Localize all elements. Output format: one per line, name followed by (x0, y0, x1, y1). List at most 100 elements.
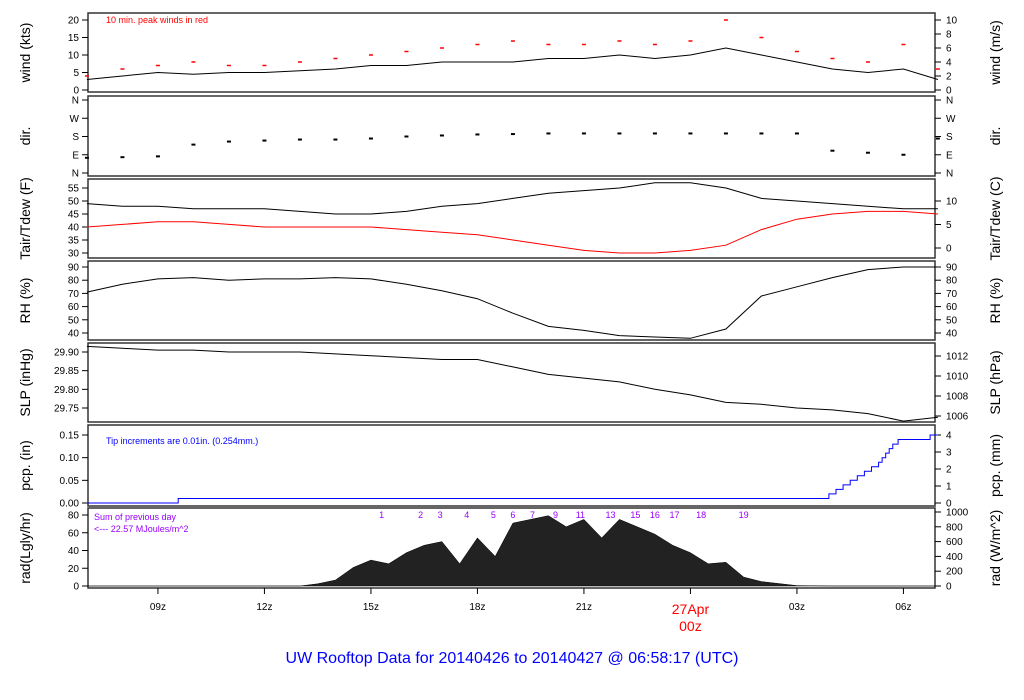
temp-right-tick-label: 0 (946, 244, 952, 255)
precipitation-line (86, 434, 938, 504)
sea-level-pressure-line (86, 345, 938, 422)
radiation-sum-value: <--- 22.57 MJoules/m^2 (94, 524, 189, 534)
wind-left-tick-label: 5 (73, 68, 79, 79)
precipitation-annotation: Tip increments are 0.01in. (0.254mm.) (106, 436, 258, 446)
wind-right-tick-label: 10 (946, 16, 958, 27)
wind-direction-point (617, 132, 622, 135)
dir-right-tick-label: E (946, 150, 953, 161)
pcp-left-axis-label: pcp. (in) (17, 440, 33, 491)
radiation-marker-label: 6 (510, 510, 515, 520)
wind-direction-point (830, 149, 835, 152)
pcp-right-tick-label: 3 (946, 448, 952, 459)
temp-panel-frame (87, 178, 936, 259)
slp-right-axis-label: SLP (hPa) (987, 350, 1003, 414)
rad-right-tick-label: 400 (946, 552, 963, 563)
temp-right-tick-label: 10 (946, 197, 958, 208)
dir-left-tick-label: W (70, 114, 80, 125)
rh-right-tick-label: 40 (946, 329, 958, 340)
wind-right-tick-label: 8 (946, 30, 952, 41)
wind-right-axis-label: wind (m/s) (987, 20, 1003, 86)
radiation-marker-label: 5 (491, 510, 496, 520)
rh-right-tick-label: 80 (946, 276, 958, 287)
pcp-right-tick-label: 4 (946, 431, 952, 442)
rh-left-axis-label: RH (%) (17, 278, 33, 324)
radiation-marker-label: 1 (379, 510, 384, 520)
wind-direction-point (191, 143, 196, 146)
slp-right-tick-label: 1006 (946, 412, 969, 423)
radiation-marker-label: 2 (418, 510, 423, 520)
radiation-area (86, 515, 938, 587)
rh-right-tick-label: 70 (946, 289, 958, 300)
rh-right-axis-label: RH (%) (987, 278, 1003, 324)
temp-right-tick-label: 5 (946, 220, 952, 231)
rad-panel-frame (87, 507, 936, 589)
temp-left-axis-label: Tair/Tdew (F) (17, 177, 33, 259)
wind-direction-point (155, 155, 160, 158)
x-axis-date-label: 27Apr (672, 601, 710, 617)
temp-left-tick-label: 55 (68, 184, 80, 195)
rh-left-tick-label: 90 (68, 263, 80, 274)
pcp-panel-frame (87, 424, 936, 507)
rh-right-tick-label: 90 (946, 263, 958, 274)
dir-left-axis-label: dir. (17, 127, 33, 146)
rad-left-tick-label: 80 (68, 511, 80, 522)
pcp-left-tick-label: 0.15 (60, 431, 80, 442)
rad-right-tick-label: 600 (946, 537, 963, 548)
temp-left-tick-label: 35 (68, 236, 80, 247)
slp-left-tick-label: 29.75 (54, 404, 79, 415)
rad-right-tick-label: 0 (946, 582, 952, 593)
rh-left-tick-label: 60 (68, 302, 80, 313)
rad-left-tick-label: 0 (73, 582, 79, 593)
rad-left-axis-label: rad(Lgly/hr) (17, 512, 33, 584)
pcp-right-tick-label: 2 (946, 465, 952, 476)
pcp-right-axis-label: pcp. (mm) (987, 434, 1003, 497)
wind-left-tick-label: 10 (68, 51, 80, 62)
rad-left-tick-label: 60 (68, 528, 80, 539)
radiation-marker-label: 9 (553, 510, 558, 520)
slp-left-tick-label: 29.80 (54, 385, 79, 396)
wind-direction-point (84, 156, 89, 159)
slp-right-tick-label: 1012 (946, 352, 969, 363)
rad-left-tick-label: 40 (68, 546, 80, 557)
wind-direction-point (901, 153, 906, 156)
x-axis-tick-label: 12z (256, 602, 272, 613)
wind-left-axis-label: wind (kts) (17, 23, 33, 84)
wind-right-tick-label: 2 (946, 72, 952, 83)
radiation-marker-label: 7 (530, 510, 535, 520)
radiation-marker-label: 17 (669, 510, 679, 520)
radiation-marker-label: 15 (630, 510, 640, 520)
wind-direction-point (723, 132, 728, 135)
x-axis-tick-label: 21z (576, 602, 592, 613)
rad-right-tick-label: 800 (946, 522, 963, 533)
wind-annotation: 10 min. peak winds in red (106, 15, 208, 25)
x-axis-tick-label: 15z (363, 602, 379, 613)
wind-direction-point (475, 133, 480, 136)
chart-title: UW Rooftop Data for 20140426 to 20140427… (285, 650, 739, 667)
rh-right-tick-label: 50 (946, 315, 958, 326)
slp-right-tick-label: 1008 (946, 392, 969, 403)
temp-left-tick-label: 45 (68, 210, 80, 221)
wind-direction-point (297, 138, 302, 141)
wind-direction-point (935, 137, 940, 140)
slp-panel-frame (87, 342, 936, 423)
dir-right-tick-label: S (946, 132, 953, 143)
wind-direction-point (794, 132, 799, 135)
radiation-marker-label: 16 (650, 510, 660, 520)
x-axis-tick-label: 03z (789, 602, 805, 613)
radiation-marker-label: 19 (739, 510, 749, 520)
x-axis-tick-label: 09z (150, 602, 166, 613)
pcp-left-tick-label: 0.05 (60, 476, 80, 487)
radiation-marker-label: 13 (606, 510, 616, 520)
radiation-marker-label: 11 (576, 510, 585, 520)
wind-direction-point (439, 134, 444, 137)
radiation-marker-label: 18 (696, 510, 706, 520)
wind-direction-point (368, 137, 373, 140)
radiation-marker-label: 3 (438, 510, 443, 520)
slp-left-axis-label: SLP (inHg) (17, 348, 33, 416)
wind-direction-point (581, 132, 586, 135)
wind-direction-point (546, 132, 551, 135)
pcp-left-tick-label: 0.00 (60, 499, 80, 510)
wind-direction-point (865, 151, 870, 154)
